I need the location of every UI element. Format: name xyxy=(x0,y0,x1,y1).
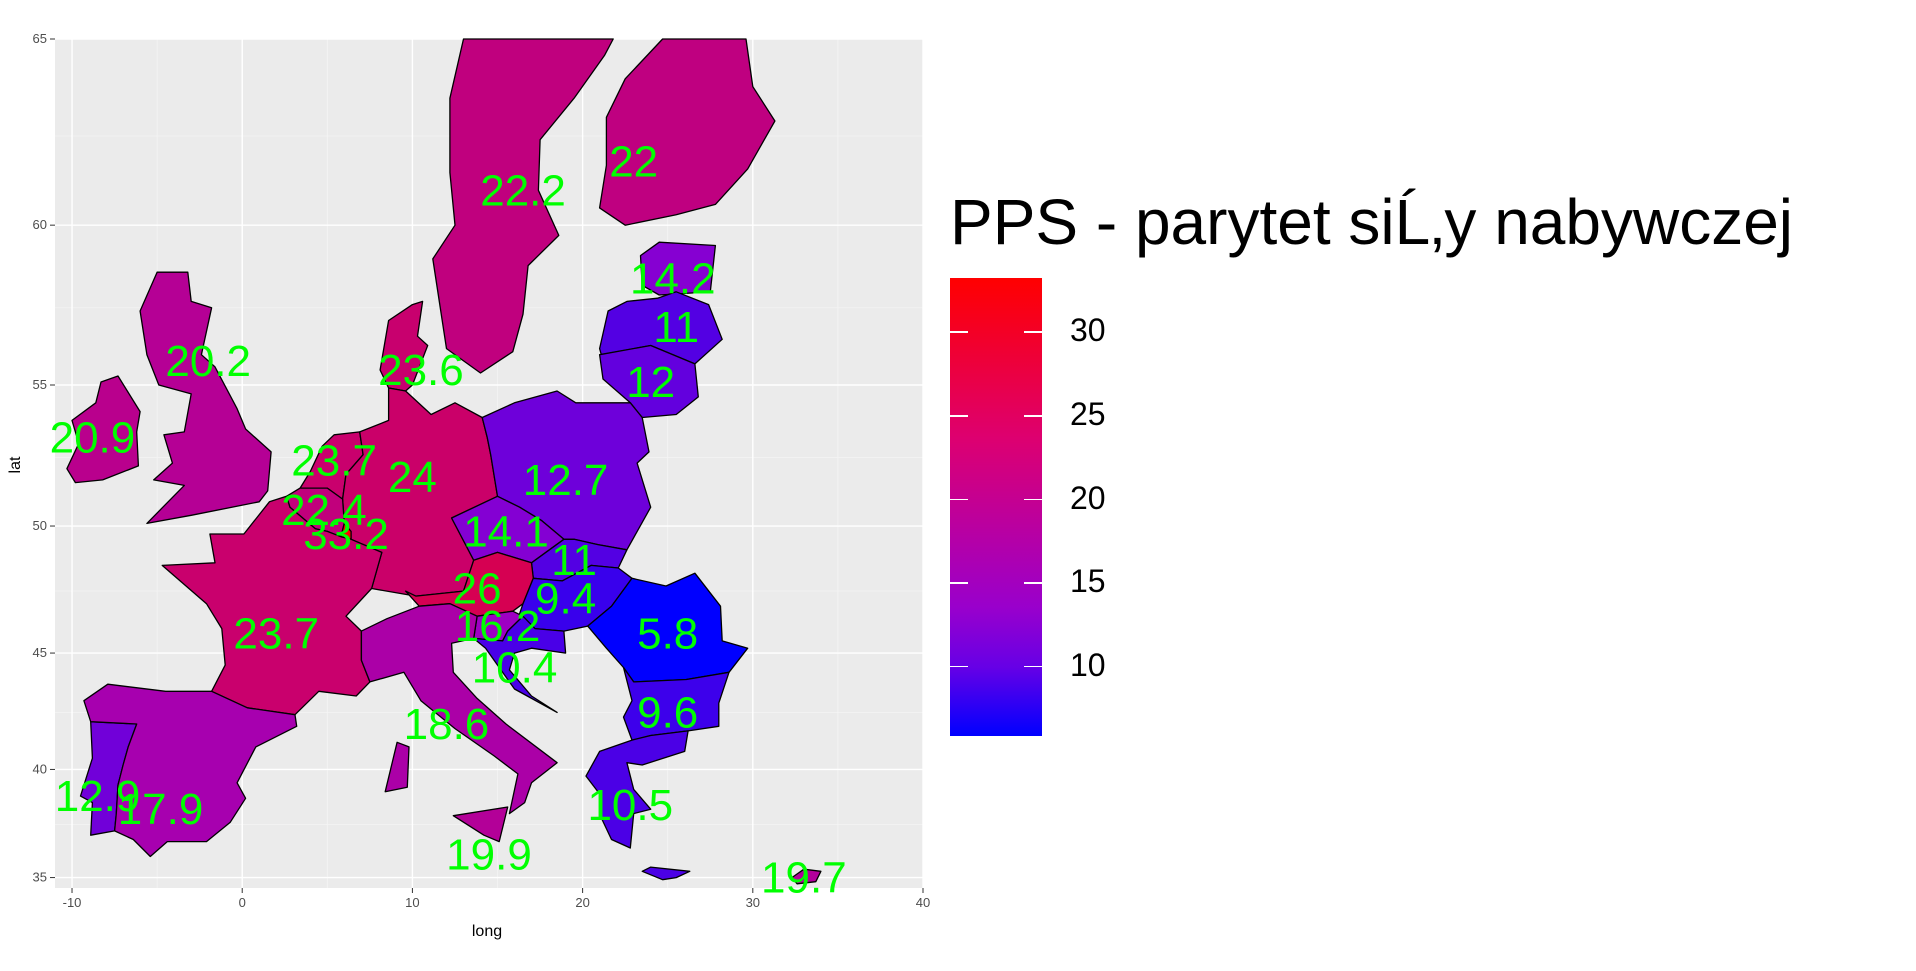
region-value-label: 17.9 xyxy=(118,785,204,834)
region-value-label: 19.9 xyxy=(446,830,532,879)
legend-tick-label: 25 xyxy=(1070,396,1106,433)
region-value-label: 26 xyxy=(453,565,502,614)
country-shape xyxy=(161,495,383,716)
region-value-label: 9.6 xyxy=(637,688,698,737)
country-shape xyxy=(598,38,776,226)
country-shape xyxy=(432,38,614,374)
country-shape xyxy=(791,868,822,885)
legend-tick-left xyxy=(950,498,968,501)
y-tick-label: 65 xyxy=(33,31,47,46)
country-shape xyxy=(639,241,717,296)
country-shape xyxy=(83,683,298,858)
region-value-label: 11 xyxy=(551,536,597,585)
legend-tick-right xyxy=(1024,331,1042,333)
region-value-label: 23.6 xyxy=(378,346,464,395)
region-value-label: 14.2 xyxy=(630,255,716,304)
region-value-label: 18.6 xyxy=(404,700,490,749)
x-tick-label: 30 xyxy=(746,895,760,910)
legend-tick-left xyxy=(950,415,968,417)
legend-tick-left xyxy=(950,582,968,584)
region-value-label: 23.7 xyxy=(291,436,377,485)
country-shape xyxy=(641,866,691,881)
legend-tick-label: 15 xyxy=(1070,563,1106,600)
legend-tick-right xyxy=(1024,415,1042,417)
country-shape xyxy=(622,666,730,741)
legend-title: PPS - parytet siĹ‚y nabywczej xyxy=(950,186,1793,258)
region-value-label: 10.4 xyxy=(472,644,558,693)
y-axis-title: lat xyxy=(7,456,24,473)
legend-tick-left xyxy=(950,665,968,668)
y-tick-label: 55 xyxy=(33,377,47,392)
region-value-label: 22 xyxy=(609,138,658,187)
x-tick-label: 40 xyxy=(916,895,930,910)
region-value-label: 12.9 xyxy=(55,772,141,821)
country-shape xyxy=(384,741,410,793)
region-value-label: 5.8 xyxy=(637,610,698,659)
region-value-label: 19.7 xyxy=(761,854,847,903)
x-tick-label: 0 xyxy=(239,895,246,910)
axes: -10 0 10 20 30 40 35 40 45 50 55 60 65 xyxy=(33,31,931,910)
legend-colorbar xyxy=(950,278,1042,736)
country-shape xyxy=(598,344,699,419)
region-value-label: 16.2 xyxy=(455,602,541,651)
legend-tick-left xyxy=(950,331,968,333)
region-value-label: 22.2 xyxy=(480,166,566,215)
legend-tick-right xyxy=(1024,582,1042,584)
legend-tick-label: 20 xyxy=(1070,479,1106,516)
region-value-label: 22.4 xyxy=(281,486,367,535)
legend-tick-label: 30 xyxy=(1070,312,1106,349)
region-value-label: 9.4 xyxy=(535,575,596,624)
y-tick-label: 40 xyxy=(33,761,47,776)
region-value-label: 20.2 xyxy=(165,337,251,386)
region-value-label: 11 xyxy=(653,303,699,352)
y-tick-label: 50 xyxy=(33,518,47,533)
x-tick-label: -10 xyxy=(63,895,82,910)
region-value-label: 12.7 xyxy=(523,456,609,505)
x-tick-label: 10 xyxy=(405,895,419,910)
y-tick-label: 35 xyxy=(33,870,47,885)
y-tick-label: 60 xyxy=(33,217,47,232)
legend-tick-label: 10 xyxy=(1070,646,1106,683)
country-shape xyxy=(139,271,272,525)
country-shape xyxy=(473,615,567,714)
x-tick-label: 20 xyxy=(575,895,589,910)
region-value-label: 23.7 xyxy=(233,610,319,659)
region-value-label: 12 xyxy=(626,358,675,407)
region-value-label: 33.2 xyxy=(303,510,389,559)
legend-tick-right xyxy=(1024,498,1042,501)
region-value-label: 10.5 xyxy=(587,781,673,830)
country-shape xyxy=(66,375,141,484)
region-value-label: 20.9 xyxy=(50,414,136,463)
country-shapes xyxy=(66,38,822,885)
region-value-label: 14.1 xyxy=(463,507,549,556)
country-shape xyxy=(585,730,689,849)
region-value-label: 24 xyxy=(388,453,437,502)
country-shape xyxy=(360,603,558,815)
country-shape xyxy=(452,806,509,843)
y-tick-label: 45 xyxy=(33,645,47,660)
x-axis-title: long xyxy=(472,923,502,940)
legend-tick-right xyxy=(1024,665,1042,668)
